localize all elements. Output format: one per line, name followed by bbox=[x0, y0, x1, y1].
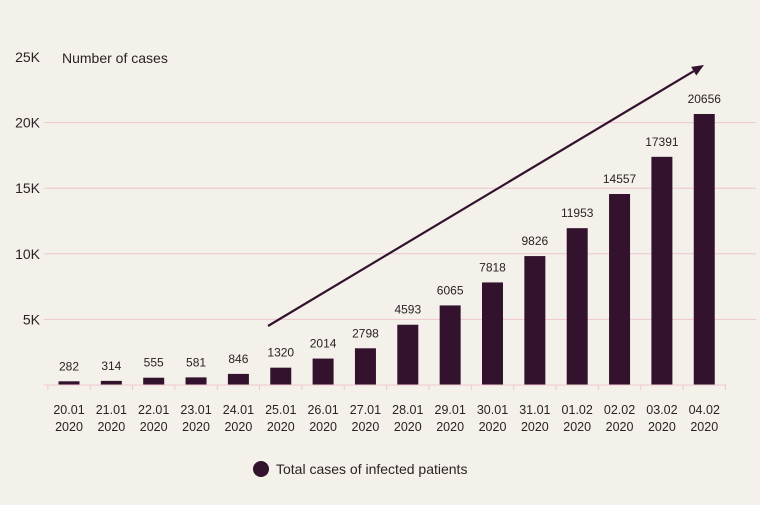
legend: Total cases of infected patients bbox=[253, 461, 467, 477]
y-tick-label: 10K bbox=[15, 246, 41, 262]
x-tick-label-line: 28.01 bbox=[392, 403, 423, 417]
bar-value-label: 555 bbox=[144, 356, 164, 370]
bar bbox=[100, 380, 122, 385]
x-tick-label: 21.01 2020 bbox=[96, 403, 127, 434]
x-tick-label: 01.02 2020 bbox=[562, 403, 593, 434]
x-tick-label: 27.01 2020 bbox=[350, 403, 381, 434]
x-tick-label-line: 03.02 bbox=[646, 403, 677, 417]
bar-value-label: 2014 bbox=[310, 337, 337, 351]
x-tick-label-line: 24.01 bbox=[223, 403, 254, 417]
x-tick-label-line: 23.01 bbox=[180, 403, 211, 417]
x-tick-label-line: 2020 bbox=[521, 420, 549, 434]
x-tick-label-line: 27.01 bbox=[350, 403, 381, 417]
x-tick-label-line: 2020 bbox=[182, 420, 210, 434]
bar-value-label: 20656 bbox=[688, 92, 722, 106]
bar bbox=[143, 377, 165, 385]
bar bbox=[354, 348, 376, 385]
y-tick-label: 5K bbox=[23, 311, 41, 327]
x-tick-label-line: 02.02 bbox=[604, 403, 635, 417]
bar-value-label: 2798 bbox=[352, 326, 379, 340]
x-tick-label-line: 25.01 bbox=[265, 403, 296, 417]
y-tick-label: 15K bbox=[15, 180, 41, 196]
x-tick-label-line: 2020 bbox=[436, 420, 464, 434]
x-tick-label-line: 2020 bbox=[648, 420, 676, 434]
x-tick-label: 04.02 2020 bbox=[689, 403, 720, 434]
x-tick-label: 02.02 2020 bbox=[604, 403, 635, 434]
bar-value-labels: 282 314 555 581 846 1320 2014 2798 4593 6065 7818 9… bbox=[59, 92, 721, 373]
grid-layer bbox=[44, 122, 756, 320]
bar bbox=[270, 367, 292, 385]
x-tick-label-line: 29.01 bbox=[435, 403, 466, 417]
legend-marker bbox=[253, 461, 269, 477]
bar-value-label: 14557 bbox=[603, 172, 637, 186]
legend-label: Total cases of infected patients bbox=[276, 461, 467, 477]
x-tick-label-line: 2020 bbox=[55, 420, 83, 434]
x-tick-label-line: 2020 bbox=[394, 420, 422, 434]
bar bbox=[185, 377, 207, 385]
x-tick-label: 26.01 2020 bbox=[307, 403, 338, 434]
x-tick-label-line: 2020 bbox=[140, 420, 168, 434]
x-tick-label: 20.01 2020 bbox=[53, 403, 84, 434]
trend-arrow-head bbox=[691, 65, 704, 76]
trend-arrow-line bbox=[267, 70, 695, 327]
y-tick-labels: 5K 10K 15K 20K 25K bbox=[15, 49, 41, 327]
bar bbox=[651, 156, 673, 385]
x-tick-label-line: 30.01 bbox=[477, 403, 508, 417]
bar bbox=[58, 381, 80, 385]
bar-value-label: 9826 bbox=[521, 234, 548, 248]
x-tick-label: 03.02 2020 bbox=[646, 403, 677, 434]
x-tick-label-line: 21.01 bbox=[96, 403, 127, 417]
bars bbox=[58, 113, 715, 385]
bar-value-label: 17391 bbox=[645, 135, 679, 149]
x-tick-label-line: 22.01 bbox=[138, 403, 169, 417]
x-tick-label: 25.01 2020 bbox=[265, 403, 296, 434]
y-tick-label: 25K bbox=[15, 49, 41, 65]
bar-value-label: 11953 bbox=[561, 206, 594, 220]
bar-value-label: 1320 bbox=[267, 346, 294, 360]
x-tick-label-line: 04.02 bbox=[689, 403, 720, 417]
x-tick-label-line: 2020 bbox=[690, 420, 718, 434]
bar bbox=[227, 373, 249, 385]
x-tick-label: 22.01 2020 bbox=[138, 403, 169, 434]
x-tick-label-line: 2020 bbox=[224, 420, 252, 434]
x-tick-label: 28.01 2020 bbox=[392, 403, 423, 434]
x-tick-label-line: 2020 bbox=[309, 420, 337, 434]
x-tick-label-line: 20.01 bbox=[53, 403, 84, 417]
bar bbox=[439, 305, 461, 385]
x-tick-label-line: 2020 bbox=[267, 420, 295, 434]
x-tick-label-line: 2020 bbox=[97, 420, 125, 434]
bar-value-label: 7818 bbox=[479, 260, 506, 274]
x-tick-label: 23.01 2020 bbox=[180, 403, 211, 434]
x-tick-label: 29.01 2020 bbox=[435, 403, 466, 434]
x-tick-label-line: 31.01 bbox=[519, 403, 550, 417]
x-tick-label-line: 26.01 bbox=[307, 403, 338, 417]
bar bbox=[566, 228, 588, 385]
bar bbox=[693, 113, 715, 385]
bar bbox=[397, 324, 419, 385]
x-tick-label-line: 2020 bbox=[563, 420, 591, 434]
x-tick-label: 31.01 2020 bbox=[519, 403, 550, 434]
bar-value-label: 282 bbox=[59, 359, 79, 373]
trend-arrow bbox=[267, 65, 704, 327]
bar bbox=[524, 256, 546, 385]
x-tick-label-line: 2020 bbox=[606, 420, 634, 434]
bar bbox=[312, 358, 334, 385]
x-tick-label-line: 2020 bbox=[352, 420, 380, 434]
bar-value-label: 6065 bbox=[437, 283, 464, 297]
x-tick-label-line: 01.02 bbox=[562, 403, 593, 417]
x-tick-label: 30.01 2020 bbox=[477, 403, 508, 434]
bar-value-label: 314 bbox=[101, 359, 121, 373]
bar bbox=[482, 282, 503, 385]
x-tick-label-line: 2020 bbox=[479, 420, 507, 434]
x-tick-label: 24.01 2020 bbox=[223, 403, 254, 434]
y-tick-label: 20K bbox=[15, 115, 41, 131]
bar-value-label: 846 bbox=[228, 352, 248, 366]
bar-value-label: 581 bbox=[186, 355, 206, 369]
bar-value-label: 4593 bbox=[394, 303, 421, 317]
bar bbox=[609, 194, 631, 385]
y-axis-label: Number of cases bbox=[62, 50, 168, 66]
